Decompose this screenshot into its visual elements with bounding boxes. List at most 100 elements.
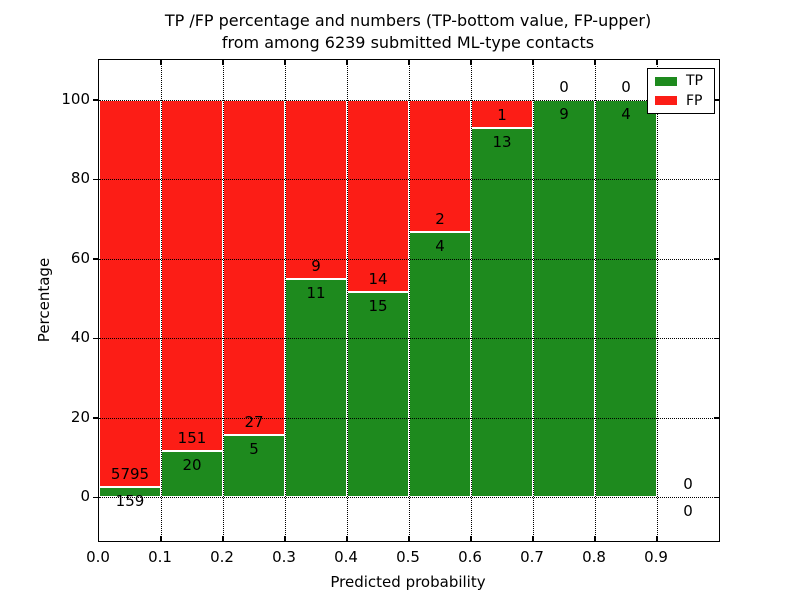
x-axis-label: Predicted probability (330, 573, 486, 591)
chart-title-line2: from among 6239 submitted ML-type contac… (221, 33, 595, 52)
y-tick-mark (93, 99, 98, 101)
x-tick-label: 0.1 (148, 548, 172, 566)
y-tick-mark (93, 337, 98, 339)
x-gridline (471, 60, 472, 541)
fp-swatch-icon (655, 96, 677, 106)
x-tick-mark (284, 60, 286, 65)
y-tick-mark (93, 496, 98, 499)
fp-count-label: 1 (497, 106, 507, 125)
y-tick-mark (93, 417, 98, 419)
tp-count-label: 4 (621, 104, 631, 123)
x-tick-mark (470, 536, 472, 541)
x-tick-mark (594, 60, 596, 65)
x-gridline (347, 60, 348, 541)
bar-segment-fp (99, 99, 161, 487)
x-gridline (595, 60, 596, 541)
bar-segment-tp (99, 486, 161, 498)
y-tick-label: 100 (61, 89, 90, 108)
y-tick-mark (93, 258, 98, 260)
x-tick-mark (222, 536, 224, 541)
y-tick-mark (714, 496, 719, 499)
x-tick-mark (532, 60, 534, 65)
x-tick-mark (470, 60, 472, 65)
legend-label-tp: TP (686, 73, 703, 90)
x-tick-mark (160, 536, 162, 541)
x-tick-label: 0.6 (458, 548, 482, 566)
bar-segment-fp (285, 99, 347, 279)
y-tick-mark (714, 258, 719, 260)
y-tick-mark (714, 178, 719, 180)
x-tick-mark (346, 536, 348, 541)
tp-count-label: 15 (368, 296, 388, 315)
tp-count-label: 5 (249, 440, 259, 459)
x-tick-mark (532, 536, 534, 541)
bar-segment-tp (161, 450, 223, 498)
y-tick-mark (93, 178, 98, 180)
fp-count-label: 0 (683, 475, 693, 494)
x-tick-label: 0.2 (210, 548, 234, 566)
tp-count-label: 20 (182, 455, 202, 474)
x-tick-label: 0.5 (396, 548, 420, 566)
fp-count-label: 151 (177, 428, 207, 447)
x-tick-label: 0.7 (520, 548, 544, 566)
x-tick-label: 0.9 (644, 548, 668, 566)
x-gridline (657, 60, 658, 541)
bar-segment-fp (347, 99, 409, 292)
tp-count-label: 159 (115, 491, 145, 510)
fp-count-label: 14 (368, 269, 388, 288)
bar-segment-tp (409, 232, 471, 498)
x-tick-mark (160, 60, 162, 65)
x-gridline (409, 60, 410, 541)
x-tick-mark (594, 536, 596, 541)
x-gridline (533, 60, 534, 541)
x-tick-label: 0.0 (86, 548, 110, 566)
legend-label-fp: FP (686, 92, 703, 109)
legend-entry-fp: FP (655, 94, 714, 108)
x-tick-mark (408, 60, 410, 65)
bar-segment-tp (533, 99, 595, 498)
x-tick-mark (284, 536, 286, 541)
x-tick-mark (408, 536, 410, 541)
y-tick-label: 20 (70, 407, 90, 426)
x-gridline (223, 60, 224, 541)
fp-count-label: 9 (311, 256, 321, 275)
y-tick-label: 80 (70, 169, 90, 188)
x-gridline (285, 60, 286, 541)
tp-count-label: 9 (559, 104, 569, 123)
fp-count-label: 5795 (110, 464, 150, 483)
y-tick-label: 60 (70, 248, 90, 267)
bar-segment-tp (285, 278, 347, 498)
fp-count-label: 0 (621, 77, 631, 96)
x-tick-label: 0.4 (334, 548, 358, 566)
x-tick-mark (656, 60, 658, 65)
legend: TP FP (647, 68, 715, 114)
tp-swatch-icon (655, 76, 677, 86)
y-tick-label: 0 (80, 487, 90, 506)
x-tick-mark (656, 536, 658, 541)
chart-title-line1: TP /FP percentage and numbers (TP-bottom… (164, 11, 652, 30)
fp-count-label: 0 (559, 77, 569, 96)
plot-area: TP FP 5795 159 151 20 27 5 9 11 14 15 2 4 1 13 0 9 0 4 0 0 (93, 59, 720, 542)
x-gridline (161, 60, 162, 541)
bar-segment-fp (161, 99, 223, 451)
legend-entry-tp: TP (655, 74, 714, 88)
tp-count-label: 0 (683, 502, 693, 521)
chart-title: TP /FP percentage and numbers (TP-bottom… (98, 10, 718, 54)
y-tick-label: 40 (70, 328, 90, 347)
fp-count-label: 2 (435, 210, 445, 229)
y-tick-mark (714, 417, 719, 419)
tp-count-label: 4 (435, 237, 445, 256)
x-tick-label: 0.8 (582, 548, 606, 566)
y-tick-mark (714, 99, 719, 101)
bar-segment-tp (595, 99, 657, 498)
x-tick-label: 0.3 (272, 548, 296, 566)
bar-segment-fp (471, 99, 533, 129)
bar-segment-fp (223, 99, 285, 436)
y-tick-mark (714, 337, 719, 339)
tp-count-label: 13 (492, 133, 512, 152)
x-tick-mark (222, 60, 224, 65)
x-tick-mark (346, 60, 348, 65)
bar-segment-tp (471, 128, 533, 498)
bar-segment-tp (347, 291, 409, 498)
